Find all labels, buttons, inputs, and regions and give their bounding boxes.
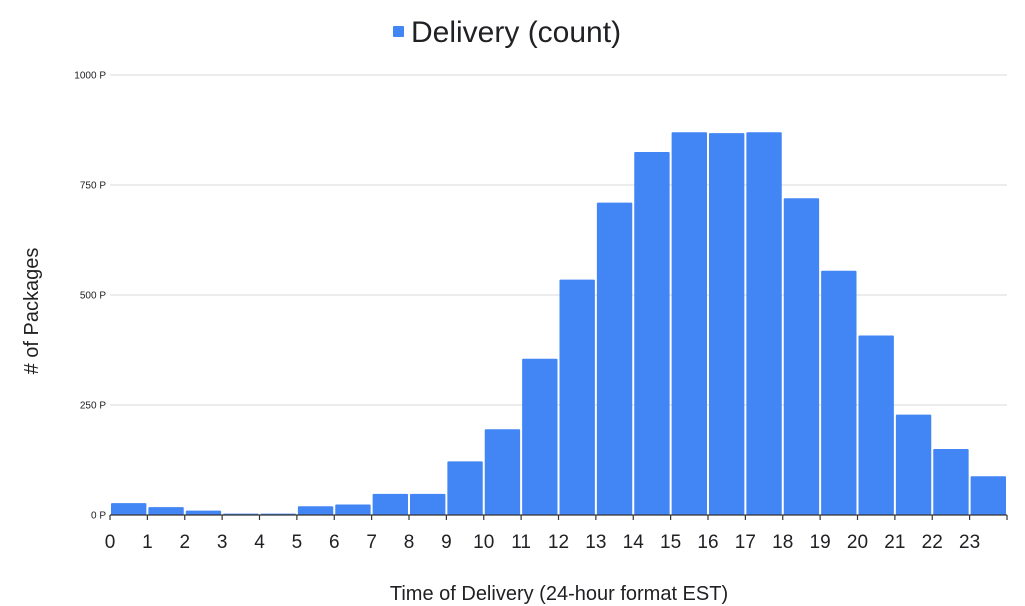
x-tick-label: 3	[217, 532, 228, 553]
y-tick-label: 0 P	[91, 511, 106, 522]
x-axis	[109, 514, 1008, 520]
bar	[522, 358, 558, 515]
y-tick-label: 1000 P	[74, 71, 106, 82]
y-tick-label: 500 P	[80, 291, 106, 302]
bar	[559, 279, 595, 515]
bar	[970, 476, 1006, 515]
bar	[933, 449, 969, 515]
x-tick-label: 15	[660, 532, 681, 553]
bar	[185, 510, 222, 515]
bar	[671, 132, 707, 515]
x-tick-label: 5	[292, 532, 303, 553]
x-tick-label: 19	[810, 532, 831, 553]
legend-label-delivery-count: Delivery (count)	[411, 16, 621, 49]
bar	[783, 198, 820, 515]
x-tick-label: 1	[142, 532, 153, 553]
bar	[634, 152, 670, 515]
x-tick-label: 20	[847, 532, 868, 553]
x-tick-label: 9	[441, 532, 452, 553]
x-tick-label: 11	[511, 532, 531, 553]
x-tick-label: 22	[922, 532, 943, 553]
bar	[484, 429, 521, 515]
legend: Delivery (count)	[393, 16, 621, 49]
bar	[858, 335, 894, 515]
x-tick-label: 16	[697, 532, 718, 553]
bar	[111, 503, 147, 515]
y-axis-title: # of Packages	[21, 248, 43, 375]
bars	[111, 132, 1006, 515]
x-tick-label: 18	[772, 532, 793, 553]
x-tick-label: 17	[735, 532, 756, 553]
x-tick-label: 4	[254, 532, 265, 553]
x-tick-label: 8	[404, 532, 415, 553]
bar	[297, 506, 334, 515]
legend-swatch-delivery-count	[393, 26, 404, 37]
x-axis-title: Time of Delivery (24-hour format EST)	[390, 583, 728, 605]
x-tick-label: 12	[548, 532, 569, 553]
y-tick-labels: 0 P 250 P 500 P 750 P 1000 P	[74, 71, 106, 522]
x-tick-label: 2	[179, 532, 190, 553]
x-tick-label: 6	[329, 532, 340, 553]
bar	[821, 270, 857, 515]
x-tick-label: 21	[884, 532, 905, 553]
bar	[746, 132, 782, 515]
bar	[410, 493, 446, 515]
y-tick-label: 750 P	[80, 181, 106, 192]
x-tick-label: 23	[959, 532, 980, 553]
bar	[709, 133, 745, 515]
y-tick-label: 250 P	[80, 401, 106, 412]
x-tick-label: 7	[366, 532, 377, 553]
bar	[148, 507, 184, 515]
bar	[596, 202, 633, 515]
bar	[335, 504, 371, 515]
x-tick-label: 13	[585, 532, 606, 553]
bar	[895, 414, 932, 515]
x-tick-label: 0	[105, 532, 116, 553]
gridlines	[110, 74, 1007, 406]
x-tick-label: 10	[473, 532, 494, 553]
x-tick-labels: 0 1 2 3 4 5 6 7 8 9 10 11 12 13 14 15 16 17 18 19 20 21 22 23	[105, 532, 980, 553]
bar	[447, 461, 483, 515]
x-tick-label: 14	[623, 532, 645, 553]
bar	[372, 493, 408, 515]
